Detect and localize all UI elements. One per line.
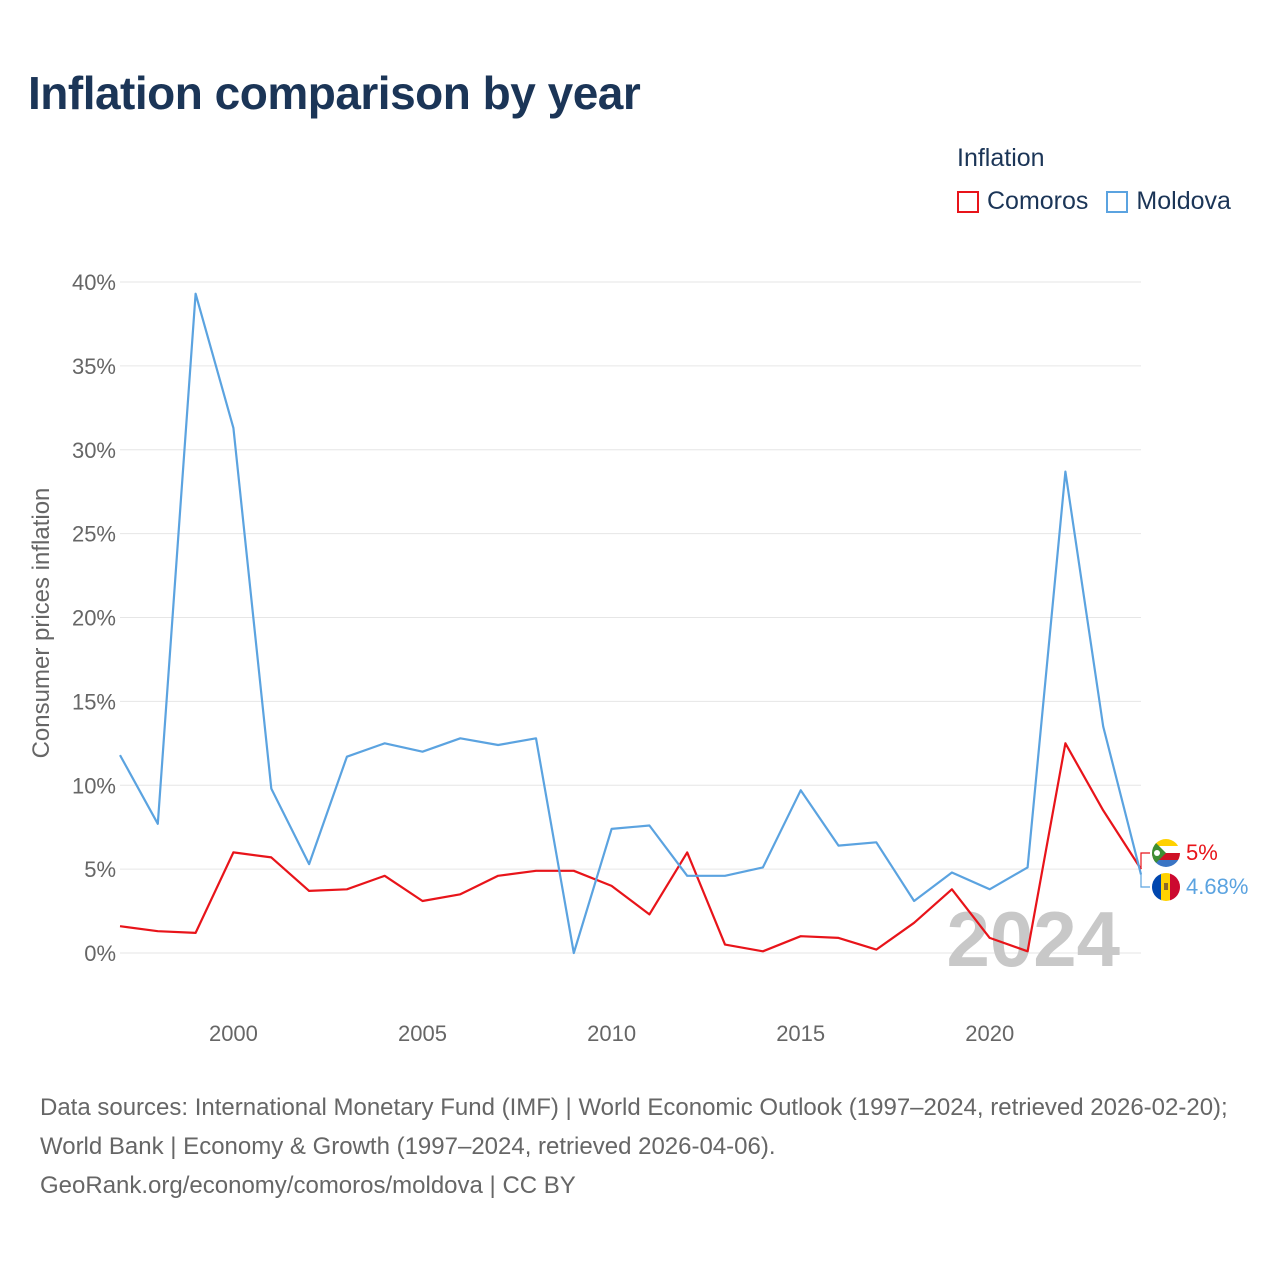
y-tick-label: 5% [84, 857, 116, 882]
y-tick-label: 35% [72, 354, 116, 379]
moldova-end-value: 4.68% [1186, 874, 1248, 899]
series-line-moldova[interactable] [119, 292, 1143, 955]
x-tick-label: 2010 [587, 1021, 636, 1046]
legend-title: Inflation [957, 144, 1045, 172]
line-chart: 0% 5% 10% 15% 20% 25% 30% 35% 40% 2000 2005 2010 20… [72, 270, 1248, 1046]
x-tick-label: 2000 [209, 1021, 258, 1046]
end-connector-moldova [1140, 874, 1150, 888]
source-note: Data sources: International Monetary Fun… [40, 1088, 1250, 1205]
source-url: GeoRank.org/economy/comoros/moldova | CC… [40, 1172, 576, 1199]
legend-swatch-moldova [1106, 190, 1129, 213]
legend-label-moldova: Moldova [1136, 187, 1231, 215]
legend-item-comoros[interactable]: Comoros [957, 187, 1088, 216]
comoros-end-value: 5% [1186, 840, 1218, 865]
series-line-comoros[interactable] [119, 742, 1142, 953]
y-tick-label: 10% [72, 773, 116, 798]
x-tick-label: 2005 [398, 1021, 447, 1046]
y-tick-label: 30% [72, 438, 116, 463]
legend-item-moldova[interactable]: Moldova [1106, 187, 1231, 216]
legend-swatch-comoros [957, 190, 979, 213]
comoros-flag-icon [1152, 839, 1180, 867]
x-tick-label: 2020 [965, 1021, 1014, 1046]
y-tick-label: 40% [72, 270, 116, 295]
year-watermark: 2024 [946, 895, 1120, 983]
moldova-flag-icon [1152, 873, 1180, 901]
y-tick-label: 15% [72, 689, 116, 714]
legend-label-comoros: Comoros [987, 187, 1089, 215]
legend: Inflation Comoros Moldova [957, 144, 1231, 216]
y-tick-label: 20% [72, 606, 116, 631]
y-tick-label: 25% [72, 522, 116, 547]
chart-title: Inflation comparison by year [28, 67, 641, 119]
end-connector-comoros [1140, 852, 1150, 870]
x-tick-label: 2015 [776, 1021, 825, 1046]
source-text: Data sources: International Monetary Fun… [40, 1094, 1228, 1160]
y-tick-label: 0% [84, 941, 116, 966]
